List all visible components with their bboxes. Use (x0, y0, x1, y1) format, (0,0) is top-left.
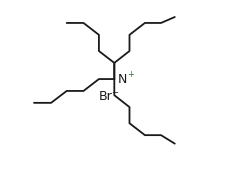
Text: +: + (127, 70, 134, 79)
Text: Br: Br (98, 90, 112, 103)
Text: −: − (111, 88, 118, 97)
Text: N: N (117, 73, 126, 86)
